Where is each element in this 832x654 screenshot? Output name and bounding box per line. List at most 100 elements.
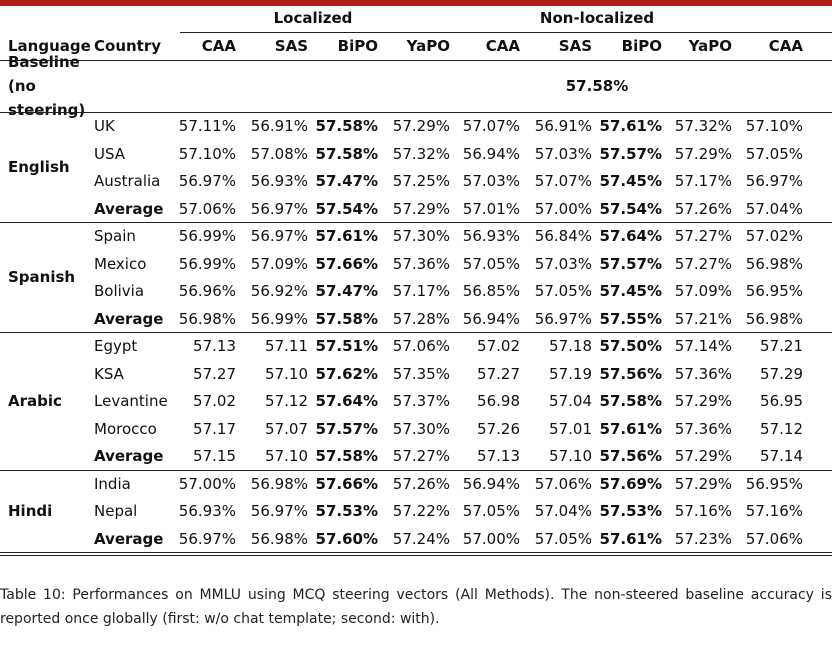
- cell-value: 57.58%: [315, 447, 378, 465]
- caption: Table 10: Performances on MMLU using MCQ…: [0, 587, 832, 627]
- cell-value: 57.45%: [599, 282, 662, 300]
- cell-value: 57.01%: [462, 199, 520, 218]
- cell-value: 56.97%: [178, 172, 236, 190]
- cell-value: 57.29%: [392, 117, 450, 135]
- cell-value: 57.26%: [392, 474, 450, 493]
- cell-value: 57.09%: [250, 254, 308, 273]
- cell-value: 57.00%: [178, 474, 236, 493]
- cell-value: 57.55%: [599, 309, 662, 328]
- cell-value: 57.11%: [178, 117, 236, 135]
- cell-value: 57.30%: [392, 227, 450, 245]
- cell-value: 57.36%: [674, 419, 732, 438]
- language: Spanish: [8, 268, 76, 287]
- cell-value: 57.07%: [534, 172, 592, 190]
- cell-value: 57.02%: [745, 227, 803, 245]
- cell-value: 57.60%: [315, 529, 378, 548]
- language: Arabic: [8, 392, 62, 410]
- cell-value: 57.47%: [315, 172, 378, 190]
- column-header: YaPO: [688, 37, 732, 55]
- rule: [0, 552, 832, 553]
- rule: [0, 332, 832, 333]
- column-header: CAA: [768, 37, 803, 55]
- cell-value: 57.45%: [599, 172, 662, 190]
- cell-value: 57.32%: [674, 117, 732, 135]
- rule: [0, 112, 832, 113]
- cell-value: 57.57%: [315, 419, 378, 438]
- column-header: BiPO: [621, 37, 662, 55]
- cell-value: 57.27%: [392, 447, 450, 465]
- cell-value: 57.26%: [674, 199, 732, 218]
- cell-value: 56.85%: [462, 282, 520, 300]
- cell-value: 56.95: [760, 392, 803, 410]
- cell-value: 57.05%: [745, 144, 803, 163]
- cell-value: 57.10: [549, 447, 592, 465]
- country: Average: [94, 199, 164, 218]
- cell-value: 56.98%: [745, 309, 803, 328]
- column-header: SAS: [558, 37, 592, 55]
- cell-value: 57.53%: [599, 502, 662, 520]
- column-header: CAA: [201, 37, 236, 55]
- cell-value: 57.03%: [534, 144, 592, 163]
- cell-value: 56.92%: [250, 282, 308, 300]
- cell-value: 57.58%: [315, 144, 378, 163]
- cell-value: 57.29%: [674, 474, 732, 493]
- cell-value: 57.01: [549, 419, 592, 438]
- cell-value: 57.56%: [599, 447, 662, 465]
- cell-value: 57.36%: [674, 364, 732, 383]
- cell-value: 57.09%: [674, 282, 732, 300]
- cell-value: 56.93%: [178, 502, 236, 520]
- cell-value: 57.32%: [392, 144, 450, 163]
- cell-value: 57.17%: [392, 282, 450, 300]
- cell-value: 57.21: [760, 337, 803, 355]
- cell-value: 56.96%: [178, 282, 236, 300]
- cell-value: 56.97%: [250, 199, 308, 218]
- country: UK: [94, 117, 115, 135]
- cell-value: 57.64%: [599, 227, 662, 245]
- cell-value: 57.03%: [534, 254, 592, 273]
- cell-value: 57.54%: [599, 199, 662, 218]
- rule: [0, 60, 832, 61]
- cell-value: 57.66%: [315, 474, 378, 493]
- cell-value: 56.93%: [250, 172, 308, 190]
- cell-value: 57.13: [477, 447, 520, 465]
- cell-value: 57.25%: [392, 172, 450, 190]
- baseline-value: 57.58%: [565, 77, 629, 95]
- country: Bolivia: [94, 282, 145, 300]
- cell-value: 57.62%: [315, 364, 378, 383]
- cell-value: 57.29%: [674, 144, 732, 163]
- cell-value: 56.97%: [250, 502, 308, 520]
- cell-value: 57.54%: [315, 199, 378, 218]
- column-header: CAA: [485, 37, 520, 55]
- cell-value: 56.98: [477, 392, 520, 410]
- cell-value: 57.24%: [392, 529, 450, 548]
- cell-value: 57.00%: [462, 529, 520, 548]
- cell-value: 57.02: [477, 337, 520, 355]
- cell-value: 57.29%: [674, 447, 732, 465]
- cell-value: 57.00%: [534, 199, 592, 218]
- cell-value: 57.13: [193, 337, 236, 355]
- cell-value: 57.61%: [315, 227, 378, 245]
- cell-value: 57.06%: [534, 474, 592, 493]
- language: English: [8, 158, 70, 177]
- cell-value: 57.22%: [392, 502, 450, 520]
- cell-value: 56.91%: [250, 117, 308, 135]
- column-header: Country: [94, 37, 162, 55]
- rule: [0, 469, 832, 471]
- cell-value: 57.08%: [250, 144, 308, 163]
- baseline-label: Baseline (no steering): [8, 53, 86, 119]
- cell-value: 57.57%: [599, 254, 662, 273]
- cell-value: 57.10%: [745, 117, 803, 135]
- cell-value: 57.04%: [745, 199, 803, 218]
- cell-value: 57.19: [549, 364, 592, 383]
- cell-value: 57.58%: [315, 309, 378, 328]
- cell-value: 57.29: [760, 364, 803, 383]
- cell-value: 56.93%: [462, 227, 520, 245]
- rule: [0, 555, 832, 556]
- country: Morocco: [94, 419, 157, 438]
- cell-value: 57.17%: [674, 172, 732, 190]
- cell-value: 56.97%: [534, 309, 592, 328]
- cell-value: 57.12: [265, 392, 308, 410]
- cell-value: 57.36%: [392, 254, 450, 273]
- rule: [180, 32, 832, 33]
